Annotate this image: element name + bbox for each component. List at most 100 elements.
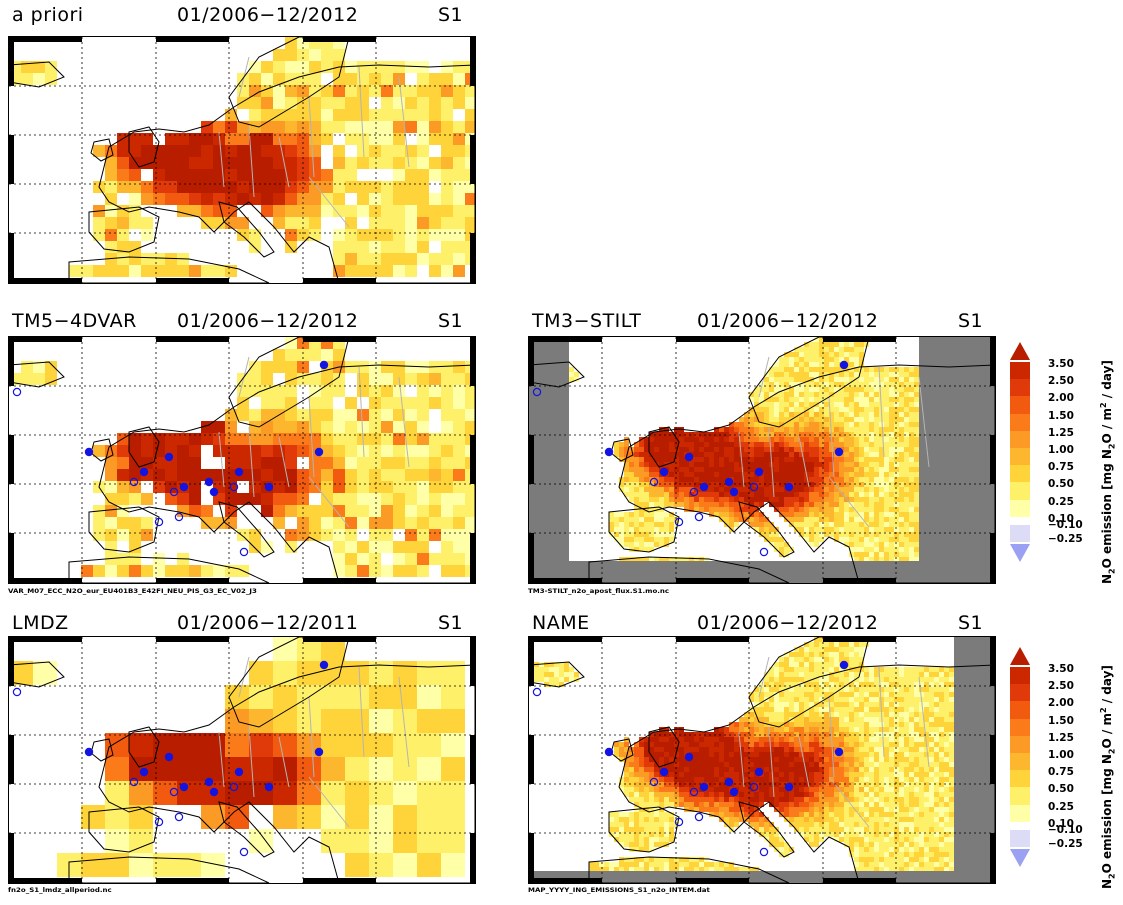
coastline	[588, 856, 790, 883]
station-marker-open	[689, 787, 699, 797]
station-marker	[684, 752, 694, 762]
coastline	[228, 337, 350, 428]
emission-cells	[9, 637, 465, 877]
station-marker	[659, 767, 669, 777]
emission-map	[8, 336, 476, 584]
panel-model-title: TM3−STILT	[532, 310, 642, 332]
station-marker	[834, 747, 844, 757]
colorbar-tick-label: −0.25	[1048, 532, 1083, 545]
station-marker	[234, 467, 244, 477]
colorbar-swatch	[1010, 396, 1030, 415]
station-marker	[319, 660, 329, 670]
panel-period: 01/2006−12/2012	[697, 310, 879, 332]
coastline	[608, 806, 680, 853]
coastline	[588, 556, 790, 583]
colorbar-tick-label: −0.10	[1048, 518, 1083, 531]
colorbar-swatch	[1010, 735, 1030, 754]
coastline	[618, 664, 995, 883]
map-frame-ribbon	[9, 337, 475, 583]
station-marker	[84, 747, 94, 757]
station-marker-open	[12, 687, 22, 697]
panel-period: 01/2006−12/2012	[697, 612, 879, 634]
station-marker	[684, 452, 694, 462]
colorbar-tick-label: 1.25	[1048, 731, 1074, 744]
station-marker-open	[154, 517, 164, 527]
colorbar-tick-label: 0.25	[1048, 495, 1074, 508]
panel-lmdz: LMDZ 01/2006−12/2011 S1 fn2o_S1_lmdz_all…	[0, 610, 480, 900]
station-marker-open	[759, 847, 769, 857]
colorbar-swatch-negative	[1010, 524, 1030, 542]
station-marker	[784, 482, 794, 492]
panel-tm3: TM3−STILT 01/2006−12/2012 S1 TM3-STILT_n…	[520, 304, 1000, 595]
station-marker	[264, 482, 274, 492]
coastline	[88, 206, 160, 253]
station-marker	[139, 467, 149, 477]
map-frame-ribbon	[9, 37, 475, 283]
panel-model-title: LMDZ	[12, 612, 69, 634]
panel-tm5: TM5−4DVAR 01/2006−12/2012 S1 VAR_M07_ECC…	[0, 304, 480, 595]
station-marker	[319, 360, 329, 370]
source-filename: TM3-STILT_n2o_apost_flux.S1.mo.nc	[528, 587, 670, 595]
colorbar-arrow-up-icon	[1010, 647, 1030, 665]
colorbar-swatch	[1010, 701, 1030, 720]
station-marker	[784, 782, 794, 792]
colorbar-swatch	[1010, 753, 1030, 771]
colorbar-tick-label: 0.50	[1048, 478, 1074, 491]
station-marker-open	[674, 817, 684, 827]
colorbar-axis-label: N2O emission [mg N2O / m2 / day]	[1099, 665, 1117, 889]
colorbar-tick-label: 0.50	[1048, 783, 1074, 796]
coastline	[648, 426, 680, 468]
panel-model-title: TM5−4DVAR	[12, 310, 137, 332]
colorbar-tick-label: 2.00	[1048, 392, 1074, 405]
station-marker-open	[749, 482, 759, 492]
station-marker	[209, 487, 219, 497]
emission-map	[528, 636, 996, 884]
station-marker	[699, 482, 709, 492]
colorbar-swatch	[1010, 787, 1030, 806]
map-frame-ribbon	[529, 637, 995, 883]
colorbar-arrow-down-icon	[1010, 544, 1030, 562]
coastline	[88, 506, 160, 553]
colorbar-tick-label: −0.10	[1048, 823, 1083, 836]
station-marker	[729, 787, 739, 797]
station-marker	[314, 447, 324, 457]
coastline	[88, 806, 160, 853]
colorbar-swatch	[1010, 482, 1030, 501]
station-marker	[839, 360, 849, 370]
panel-period: 01/2006−12/2012	[177, 4, 359, 26]
map-canvas	[9, 637, 475, 883]
colorbar-tick-label: 0.75	[1048, 766, 1074, 779]
station-marker	[264, 782, 274, 792]
coastline	[9, 361, 65, 388]
colorbar-swatch	[1010, 448, 1030, 466]
station-marker	[839, 660, 849, 670]
coastline	[228, 637, 350, 728]
panel-model-title: NAME	[532, 612, 590, 634]
station-marker-open	[169, 787, 179, 797]
station-marker-open	[532, 387, 542, 397]
station-marker	[729, 487, 739, 497]
coastline	[98, 364, 475, 583]
colorbar-swatch	[1010, 684, 1030, 702]
station-marker-open	[12, 387, 22, 397]
coastline	[218, 501, 275, 558]
emission-cells	[9, 337, 475, 577]
station-marker	[179, 782, 189, 792]
coastline	[529, 661, 585, 688]
panel-apriori: a priori 01/2006−12/2012 S1	[0, 0, 480, 290]
colorbar-swatch	[1010, 718, 1030, 737]
colorbar-tick-label: 2.00	[1048, 697, 1074, 710]
station-marker-open	[239, 547, 249, 557]
colorbar-tick-label: 1.00	[1048, 749, 1074, 761]
colorbar-swatch	[1010, 770, 1030, 788]
colorbar-tick-label: 1.50	[1048, 409, 1074, 422]
station-marker-open	[169, 487, 179, 497]
source-filename: VAR_M07_ECC_N2O_eur_EU401B3_E42FI_NEU_PI…	[8, 587, 257, 595]
coastline	[128, 426, 160, 468]
coastline	[98, 64, 475, 283]
station-marker	[164, 452, 174, 462]
station-marker	[754, 467, 764, 477]
station-marker	[699, 782, 709, 792]
panel-scenario: S1	[438, 4, 464, 26]
coastline	[748, 337, 870, 428]
